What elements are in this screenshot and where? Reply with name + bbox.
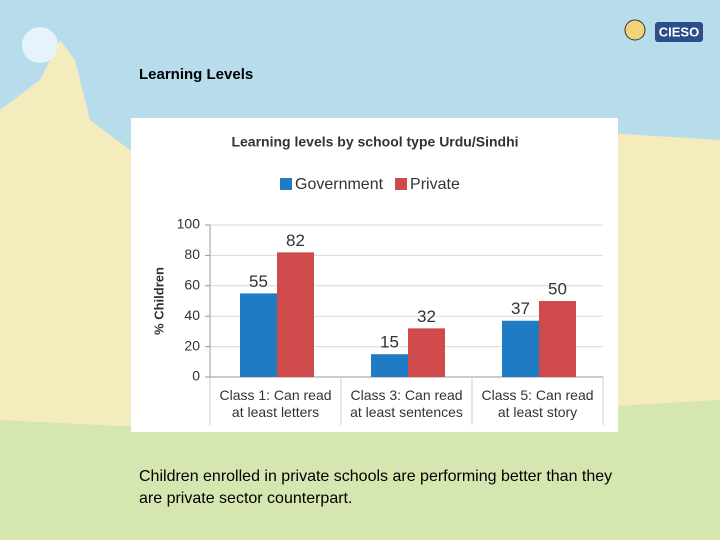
emblem: [624, 19, 646, 41]
x-tick-label: Class 1: Can read at least letters: [219, 387, 332, 420]
value-label: 37: [511, 299, 530, 318]
grass: [0, 400, 720, 540]
logo-box: [655, 22, 703, 42]
bar: [539, 301, 576, 377]
value-label: 15: [380, 333, 399, 352]
slide-title: Learning Levels: [139, 66, 254, 83]
chart-panel: [131, 118, 618, 432]
value-label: 50: [548, 279, 567, 298]
legend-label: Private: [410, 176, 460, 193]
bar: [240, 293, 277, 377]
y-tick-label: 100: [177, 216, 201, 232]
value-label: 55: [249, 272, 268, 291]
bar: [502, 320, 539, 377]
bar: [371, 354, 408, 377]
y-tick-label: 20: [184, 337, 200, 353]
logo-text: CIESO: [659, 24, 699, 39]
legend-swatch: [280, 178, 292, 190]
y-tick-label: 0: [192, 368, 200, 384]
bar: [408, 328, 445, 377]
legend-label: Government: [295, 176, 384, 193]
y-axis-label: % Children: [151, 267, 166, 335]
x-tick-label: Class 5: Can read at least story: [481, 387, 594, 420]
x-tick-label: Class 3: Can read at least sentences: [350, 387, 463, 420]
value-label: 82: [286, 231, 305, 250]
y-tick-label: 60: [184, 277, 200, 293]
kids-logo: [22, 27, 58, 63]
chart-title: Learning levels by school type Urdu/Sind…: [231, 134, 518, 150]
caption: Children enrolled in private schools are…: [139, 468, 613, 507]
value-label: 32: [417, 307, 436, 326]
bar: [277, 252, 314, 377]
y-tick-label: 40: [184, 307, 200, 323]
legend-swatch: [395, 178, 408, 190]
y-tick-label: 80: [184, 246, 200, 262]
